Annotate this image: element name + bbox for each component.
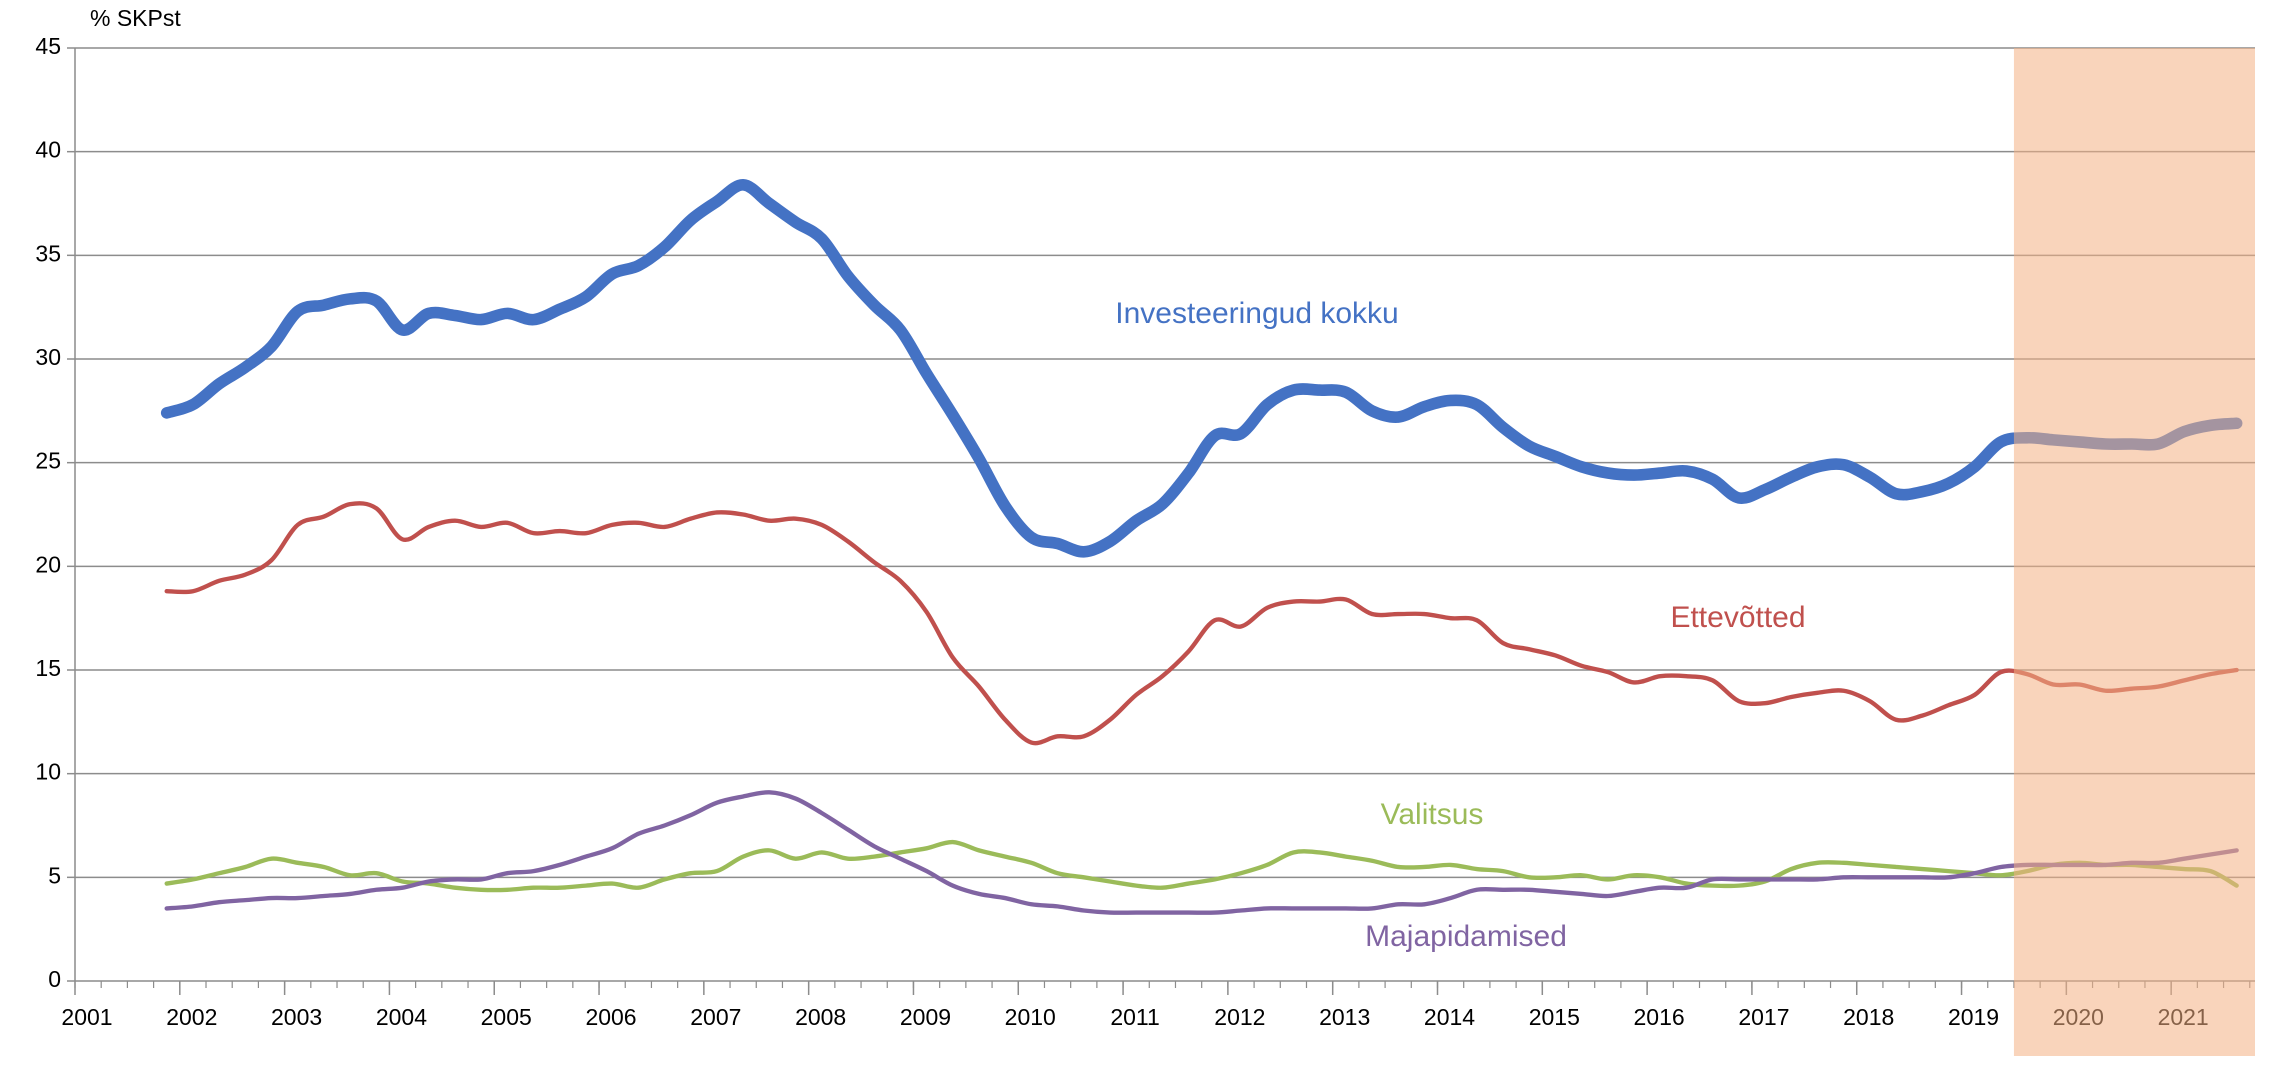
y-tick-label: 30	[35, 344, 61, 370]
y-tick-label: 10	[35, 759, 61, 785]
y-tick-label: 15	[35, 655, 61, 681]
x-tick-label: 2003	[271, 1004, 322, 1030]
forecast-shade	[2013, 48, 2255, 1056]
y-tick-label: 0	[48, 966, 61, 992]
x-tick-label: 2006	[585, 1004, 636, 1030]
x-tick-label: 2007	[690, 1004, 741, 1030]
x-tick-label: 2011	[1110, 1004, 1159, 1030]
x-tick-label: 2018	[1843, 1004, 1894, 1030]
y-axis-label: % SKPst	[90, 5, 181, 31]
x-tick-label: 2017	[1738, 1004, 1789, 1030]
x-tick-label: 2002	[166, 1004, 217, 1030]
y-tick-label: 5	[48, 862, 61, 888]
x-tick-label: 2015	[1529, 1004, 1580, 1030]
y-tick-label: 25	[35, 448, 61, 474]
x-tick-label: 2013	[1319, 1004, 1370, 1030]
y-tick-label: 35	[35, 240, 61, 266]
series-line	[164, 839, 2239, 893]
series-line	[160, 179, 2243, 558]
x-tick-label: 2005	[481, 1004, 532, 1030]
x-tick-label: 2016	[1634, 1004, 1685, 1030]
x-tick-label: 2019	[1948, 1004, 1999, 1030]
series-line	[164, 501, 2239, 746]
x-tick-label: 2010	[1005, 1004, 1056, 1030]
x-tick-label: 2014	[1424, 1004, 1475, 1030]
x-tick-label: 2008	[795, 1004, 846, 1030]
series-label: Valitsus	[1381, 798, 1484, 831]
series-label: Investeeringud kokku	[1115, 297, 1399, 330]
y-tick-label: 40	[35, 137, 61, 163]
series-line	[164, 790, 2239, 915]
y-tick-label: 45	[35, 33, 61, 59]
series-label: Ettevõtted	[1670, 601, 1805, 634]
y-tick-label: 20	[35, 551, 61, 577]
x-tick-label: 2012	[1214, 1004, 1265, 1030]
x-tick-label: 2004	[376, 1004, 427, 1030]
x-tick-label: 2009	[900, 1004, 951, 1030]
x-tick-label: 2001	[61, 1004, 112, 1030]
series-label: Majapidamised	[1365, 920, 1567, 953]
